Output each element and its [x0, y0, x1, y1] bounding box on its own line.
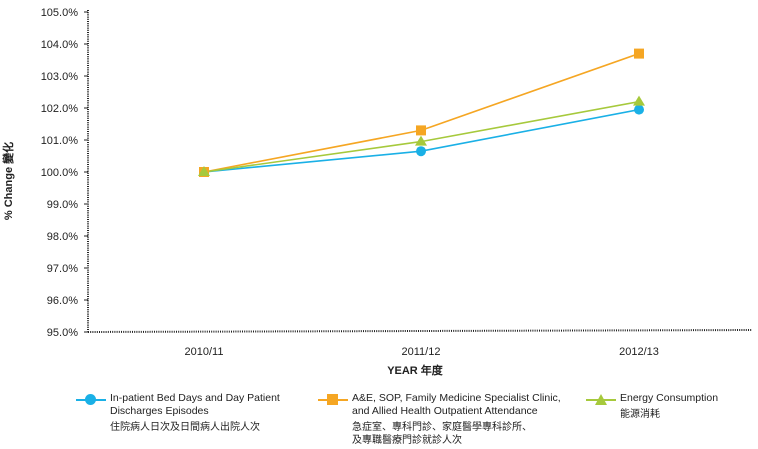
- legend-marker-square: [318, 392, 348, 406]
- legend-item-bed-days: In-patient Bed Days and Day Patient Disc…: [76, 392, 280, 434]
- x-tick-label: 2010/11: [185, 346, 224, 358]
- legend-item-attendance: A&E, SOP, Family Medicine Specialist Cli…: [318, 392, 561, 447]
- legend-label-en-2: and Allied Health Outpatient Attendance: [352, 405, 538, 417]
- y-tick-label: 100.0%: [41, 167, 79, 179]
- legend-label: A&E, SOP, Family Medicine Specialist Cli…: [348, 392, 561, 447]
- legend-label-en-1: A&E, SOP, Family Medicine Specialist Cli…: [352, 392, 561, 404]
- legend-marker-triangle: [586, 392, 616, 406]
- x-tick-label: 2011/12: [402, 346, 441, 358]
- y-tick-label: 101.0%: [41, 135, 79, 147]
- legend-item-energy: Energy Consumption 能源消耗: [586, 392, 718, 421]
- data-point-s3-2: [415, 135, 427, 146]
- data-point-s1-2: [416, 146, 426, 157]
- legend-marker-circle: [76, 392, 106, 406]
- data-point-s1-3: [634, 104, 644, 115]
- y-tick-label: 98.0%: [47, 231, 78, 243]
- x-axis-line: [87, 329, 753, 333]
- legend-label-zh-2: 及專職醫療門診就診人次: [352, 435, 462, 446]
- y-tick-label: 105.0%: [41, 7, 79, 19]
- legend-label-en-2: Discharges Episodes: [110, 405, 209, 417]
- data-point-s3-3: [633, 95, 645, 106]
- legend-label-zh: 能源消耗: [620, 409, 660, 420]
- y-axis-ticks: 95.0% 96.0% 97.0% 98.0% 99.0% 100.0% 101.0% 102…: [41, 7, 88, 339]
- legend-dot: [85, 394, 96, 405]
- legend: In-patient Bed Days and Day Patient Disc…: [0, 390, 758, 449]
- legend-label: Energy Consumption 能源消耗: [616, 392, 718, 421]
- y-tick-label: 103.0%: [41, 71, 79, 83]
- legend-square: [327, 394, 338, 405]
- y-tick-label: 102.0%: [41, 103, 79, 115]
- legend-label: In-patient Bed Days and Day Patient Disc…: [106, 392, 280, 434]
- legend-label-en-1: In-patient Bed Days and Day Patient: [110, 392, 280, 404]
- data-point-s3-1: [198, 166, 210, 176]
- y-tick-label: 97.0%: [47, 263, 78, 275]
- legend-label-zh: 急症室、專科門診、家庭醫學專科診所、: [352, 422, 532, 433]
- y-tick-label: 96.0%: [47, 295, 78, 307]
- y-tick-label: 99.0%: [47, 199, 78, 211]
- y-tick-label: 95.0%: [47, 327, 78, 339]
- data-point-s2-2: [416, 125, 426, 136]
- x-axis-title: YEAR 年度: [387, 363, 444, 377]
- x-axis-ticks: 2010/11 2011/12 2012/13: [185, 346, 659, 358]
- legend-label-en-1: Energy Consumption: [620, 392, 719, 404]
- data-point-s2-3: [634, 48, 644, 59]
- y-tick-label: 104.0%: [41, 39, 79, 51]
- y-axis-title: % Change 變化: [1, 142, 15, 220]
- series-markers: [198, 48, 645, 177]
- legend-label-zh: 住院病人日次及日間病人出院人次: [110, 422, 260, 433]
- x-tick-label: 2012/13: [619, 346, 659, 358]
- legend-triangle: [595, 394, 607, 405]
